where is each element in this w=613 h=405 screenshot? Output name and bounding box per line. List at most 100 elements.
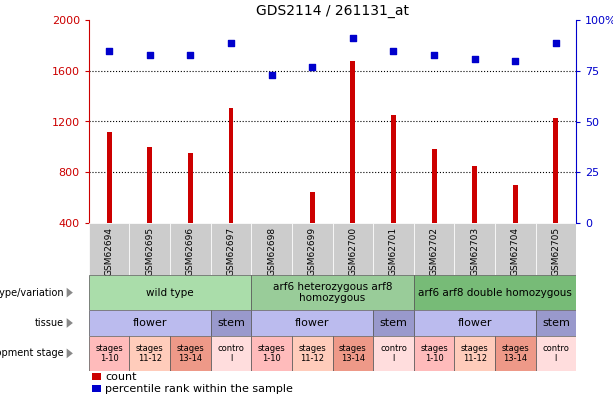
Bar xyxy=(251,310,373,336)
Bar xyxy=(513,185,518,223)
Title: GDS2114 / 261131_at: GDS2114 / 261131_at xyxy=(256,4,409,18)
Bar xyxy=(414,223,454,275)
Text: GSM62701: GSM62701 xyxy=(389,227,398,276)
Bar xyxy=(89,336,129,371)
Text: GSM62702: GSM62702 xyxy=(430,227,438,276)
Text: stem: stem xyxy=(542,318,570,328)
Bar xyxy=(92,373,101,380)
Text: GSM62695: GSM62695 xyxy=(145,227,154,276)
Bar xyxy=(414,275,576,310)
Polygon shape xyxy=(67,288,73,297)
Polygon shape xyxy=(67,348,73,358)
Bar xyxy=(211,336,251,371)
Text: genotype/variation: genotype/variation xyxy=(0,288,64,298)
Text: GSM62700: GSM62700 xyxy=(348,227,357,276)
Text: wild type: wild type xyxy=(147,288,194,298)
Text: GSM62704: GSM62704 xyxy=(511,227,520,276)
Text: stages
1-10: stages 1-10 xyxy=(257,344,286,363)
Point xyxy=(511,58,520,64)
Text: stem: stem xyxy=(379,318,408,328)
Text: flower: flower xyxy=(295,318,330,328)
Text: stages
13-14: stages 13-14 xyxy=(177,344,204,363)
Text: tissue: tissue xyxy=(35,318,64,328)
Text: GSM62699: GSM62699 xyxy=(308,227,317,276)
Text: development stage: development stage xyxy=(0,348,64,358)
Point xyxy=(267,72,276,78)
Bar xyxy=(92,385,101,392)
Bar xyxy=(251,275,414,310)
Bar xyxy=(310,192,314,223)
Bar xyxy=(292,223,332,275)
Bar xyxy=(89,223,129,275)
Bar xyxy=(332,336,373,371)
Polygon shape xyxy=(67,318,73,328)
Bar xyxy=(495,336,536,371)
Bar xyxy=(292,336,332,371)
Point xyxy=(348,35,358,42)
Text: GSM62697: GSM62697 xyxy=(227,227,235,276)
Bar xyxy=(373,310,414,336)
Text: stages
1-10: stages 1-10 xyxy=(95,344,123,363)
Text: stem: stem xyxy=(217,318,245,328)
Bar xyxy=(229,108,234,223)
Point xyxy=(470,55,479,62)
Bar xyxy=(251,223,292,275)
Bar xyxy=(373,336,414,371)
Bar xyxy=(89,310,211,336)
Text: stages
11-12: stages 11-12 xyxy=(299,344,326,363)
Bar xyxy=(536,310,576,336)
Bar xyxy=(472,166,477,223)
Point xyxy=(307,64,317,70)
Bar xyxy=(211,223,251,275)
Text: flower: flower xyxy=(457,318,492,328)
Point xyxy=(145,51,154,58)
Bar xyxy=(147,147,152,223)
Bar xyxy=(129,223,170,275)
Bar xyxy=(414,336,454,371)
Text: stages
1-10: stages 1-10 xyxy=(420,344,448,363)
Text: GSM62694: GSM62694 xyxy=(105,227,113,276)
Bar xyxy=(536,336,576,371)
Text: contro
l: contro l xyxy=(380,344,407,363)
Point xyxy=(389,47,398,54)
Bar xyxy=(373,223,414,275)
Bar xyxy=(107,132,112,223)
Text: arf6 arf8 double homozygous: arf6 arf8 double homozygous xyxy=(418,288,572,298)
Text: percentile rank within the sample: percentile rank within the sample xyxy=(105,384,293,394)
Text: count: count xyxy=(105,372,137,382)
Bar xyxy=(391,115,396,223)
Point xyxy=(551,39,561,46)
Text: stages
13-14: stages 13-14 xyxy=(501,344,529,363)
Bar xyxy=(188,153,193,223)
Text: GSM62698: GSM62698 xyxy=(267,227,276,276)
Bar xyxy=(554,118,558,223)
Bar xyxy=(454,223,495,275)
Bar xyxy=(536,223,576,275)
Bar xyxy=(89,275,251,310)
Bar xyxy=(211,310,251,336)
Text: stages
11-12: stages 11-12 xyxy=(136,344,164,363)
Bar xyxy=(414,310,536,336)
Point xyxy=(429,51,439,58)
Bar xyxy=(129,336,170,371)
Text: GSM62703: GSM62703 xyxy=(470,227,479,276)
Bar xyxy=(432,149,436,223)
Point xyxy=(226,39,236,46)
Bar xyxy=(332,223,373,275)
Bar xyxy=(269,223,274,225)
Bar xyxy=(170,336,211,371)
Bar xyxy=(495,223,536,275)
Point xyxy=(104,47,114,54)
Bar xyxy=(351,61,356,223)
Text: flower: flower xyxy=(132,318,167,328)
Bar xyxy=(454,336,495,371)
Text: stages
13-14: stages 13-14 xyxy=(339,344,367,363)
Bar xyxy=(251,336,292,371)
Text: contro
l: contro l xyxy=(218,344,245,363)
Text: contro
l: contro l xyxy=(543,344,569,363)
Point xyxy=(186,51,196,58)
Text: stages
11-12: stages 11-12 xyxy=(461,344,489,363)
Text: arf6 heterozygous arf8
homozygous: arf6 heterozygous arf8 homozygous xyxy=(273,282,392,303)
Bar xyxy=(170,223,211,275)
Text: GSM62696: GSM62696 xyxy=(186,227,195,276)
